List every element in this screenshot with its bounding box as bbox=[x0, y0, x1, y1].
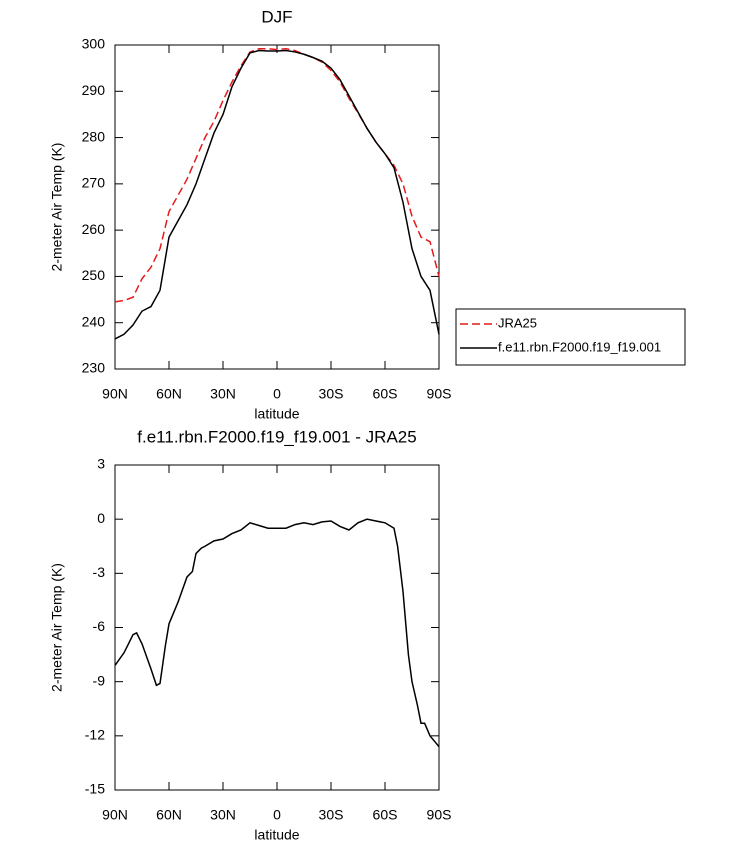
chart-title: f.e11.rbn.F2000.f19_f19.001 - JRA25 bbox=[137, 427, 416, 446]
legend-box bbox=[455, 308, 686, 366]
y-tick-label: 290 bbox=[82, 82, 106, 98]
y-tick-label: -12 bbox=[85, 727, 105, 743]
x-tick-label: 30N bbox=[210, 386, 236, 402]
y-tick-label: 280 bbox=[82, 128, 106, 144]
y-axis-label: 2-meter Air Temp (K) bbox=[49, 563, 65, 692]
plot-frame bbox=[114, 464, 440, 791]
data-line bbox=[114, 47, 440, 303]
x-tick-label: 60S bbox=[373, 807, 398, 823]
y-tick-label: -9 bbox=[93, 672, 106, 688]
data-line bbox=[114, 518, 440, 748]
x-tick-label: 90S bbox=[427, 386, 452, 402]
y-tick-label: 3 bbox=[97, 456, 105, 472]
y-tick-label: 240 bbox=[82, 313, 106, 329]
y-tick-label: 270 bbox=[82, 175, 106, 191]
chart-title: DJF bbox=[261, 7, 292, 26]
y-tick-label: -3 bbox=[93, 564, 106, 580]
x-tick-label: 0 bbox=[273, 807, 281, 823]
x-axis-label: latitude bbox=[254, 827, 299, 843]
data-line bbox=[114, 49, 440, 340]
x-tick-label: 60N bbox=[156, 807, 182, 823]
plot-frame bbox=[114, 44, 440, 370]
x-tick-label: 90N bbox=[102, 807, 128, 823]
x-tick-label: 60S bbox=[373, 386, 398, 402]
x-tick-label: 90S bbox=[427, 807, 452, 823]
y-tick-label: 300 bbox=[82, 36, 106, 52]
legend-label: f.e11.rbn.F2000.f19_f19.001 bbox=[498, 339, 661, 354]
y-tick-label: 250 bbox=[82, 267, 106, 283]
y-axis-label: 2-meter Air Temp (K) bbox=[49, 143, 65, 272]
x-tick-label: 30N bbox=[210, 807, 236, 823]
y-tick-label: -6 bbox=[93, 618, 106, 634]
legend-label: JRA25 bbox=[498, 315, 537, 330]
y-tick-label: 230 bbox=[82, 360, 106, 376]
y-tick-label: 0 bbox=[97, 510, 105, 526]
x-tick-label: 60N bbox=[156, 386, 182, 402]
x-axis-label: latitude bbox=[254, 406, 299, 422]
y-tick-label: 260 bbox=[82, 221, 106, 237]
x-tick-label: 0 bbox=[273, 386, 281, 402]
x-tick-label: 30S bbox=[319, 807, 344, 823]
y-tick-label: -15 bbox=[85, 781, 105, 797]
x-tick-label: 30S bbox=[319, 386, 344, 402]
x-tick-label: 90N bbox=[102, 386, 128, 402]
